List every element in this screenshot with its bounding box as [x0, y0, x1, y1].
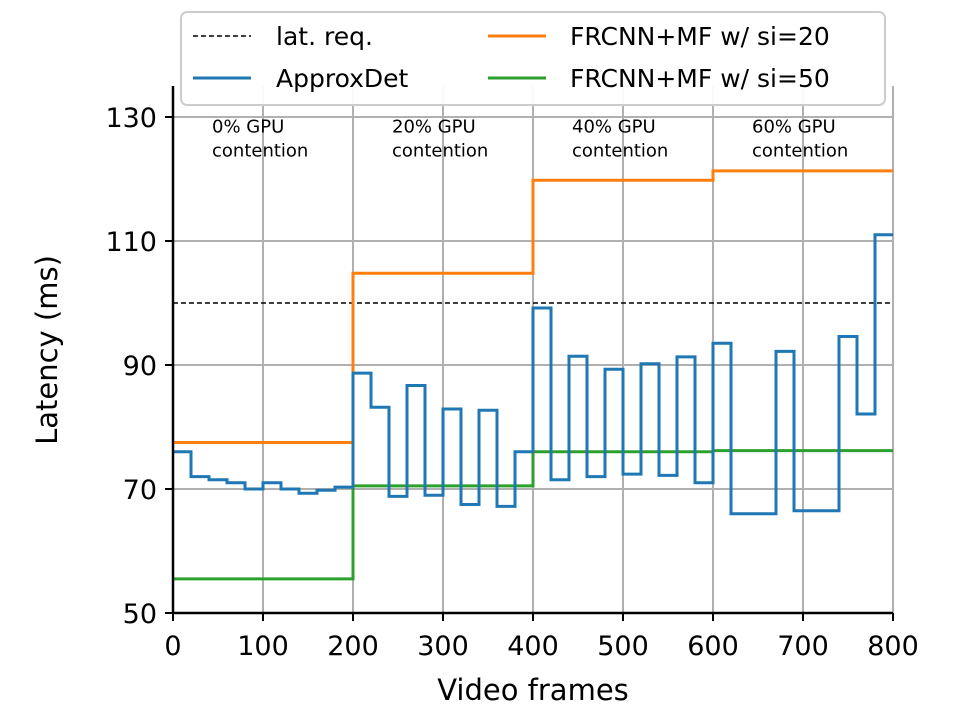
legend-label-approxdet: ApproxDet: [276, 64, 409, 93]
legend-label-latreq: lat. req.: [276, 22, 373, 51]
contention-annotation-line2: contention: [752, 140, 848, 161]
y-tick-label: 50: [123, 599, 157, 630]
series-line-approxdet: [173, 233, 893, 516]
legend-label-frcnn50: FRCNN+MF w/ si=50: [570, 64, 830, 93]
x-tick-label: 0: [164, 631, 181, 662]
x-tick-label: 100: [237, 631, 289, 662]
contention-annotation-line1: 20% GPU: [392, 116, 476, 137]
axes: 0 100 200 300 400 500 600 700 800 50 70 90 110 130: [105, 86, 919, 662]
x-tick-label: 500: [597, 631, 649, 662]
legend-box: [180, 11, 886, 106]
contention-annotations: 0% GPU contention 20% GPU contention 40% GPU…: [212, 116, 848, 161]
series-lines: [173, 169, 893, 581]
contention-annotation-line1: 0% GPU: [212, 116, 284, 137]
x-tick-label: 200: [327, 631, 379, 662]
contention-annotation-line2: contention: [392, 140, 488, 161]
y-tick-label: 90: [123, 351, 157, 382]
legend-label-frcnn20: FRCNN+MF w/ si=20: [570, 22, 830, 51]
contention-annotation-line2: contention: [212, 140, 308, 161]
x-axis-label: Video frames: [437, 673, 629, 707]
y-tick-label: 110: [105, 227, 157, 258]
x-tick-label: 400: [507, 631, 559, 662]
x-tick-label: 800: [867, 631, 919, 662]
x-tick-label: 700: [777, 631, 829, 662]
y-tick-label: 70: [123, 475, 157, 506]
contention-annotation-line2: contention: [572, 140, 668, 161]
contention-annotation-line1: 40% GPU: [572, 116, 656, 137]
x-tick-label: 300: [417, 631, 469, 662]
contention-annotation-line1: 60% GPU: [752, 116, 836, 137]
x-tick-label: 600: [687, 631, 739, 662]
y-axis-label: Latency (ms): [30, 255, 64, 445]
legend: lat. req. ApproxDet FRCNN+MF w/ si=20 FRCNN…: [180, 11, 886, 106]
y-tick-label: 130: [105, 103, 157, 134]
